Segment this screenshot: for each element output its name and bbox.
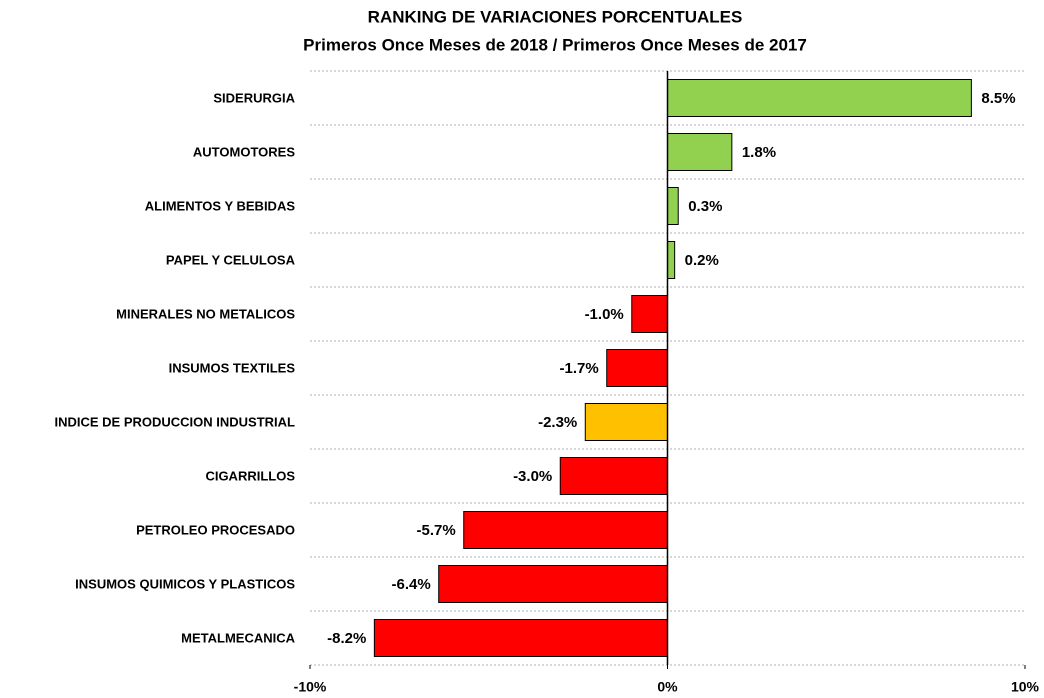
- value-label: -5.7%: [417, 522, 456, 539]
- value-label: -1.0%: [585, 306, 624, 323]
- bar: [631, 295, 668, 333]
- value-label: -2.3%: [538, 414, 577, 431]
- category-label: PAPEL Y CELULOSA: [166, 252, 296, 267]
- category-label: INDICE DE PRODUCCION INDUSTRIAL: [54, 414, 295, 429]
- x-tick-label: 0%: [657, 679, 678, 695]
- bar: [559, 457, 668, 495]
- category-label: INSUMOS QUIMICOS Y PLASTICOS: [75, 576, 295, 591]
- value-label: 0.3%: [688, 198, 722, 215]
- category-label: METALMECANICA: [181, 630, 295, 645]
- value-label: 8.5%: [981, 90, 1015, 107]
- value-label: -3.0%: [513, 468, 552, 485]
- bar: [667, 133, 733, 171]
- value-label: 0.2%: [685, 252, 719, 269]
- value-label: 1.8%: [742, 144, 776, 161]
- chart-title: RANKING DE VARIACIONES PORCENTUALES: [368, 7, 743, 26]
- category-label: ALIMENTOS Y BEBIDAS: [145, 198, 296, 213]
- category-label: SIDERURGIA: [213, 90, 295, 105]
- category-label: MINERALES NO METALICOS: [116, 306, 295, 321]
- value-label: -1.7%: [560, 360, 599, 377]
- bar: [667, 79, 972, 117]
- bar: [667, 241, 676, 279]
- bar: [463, 511, 668, 549]
- category-label: PETROLEO PROCESADO: [136, 522, 295, 537]
- x-tick-label: -10%: [294, 679, 327, 695]
- bar: [584, 403, 669, 441]
- x-tick-label: 10%: [1011, 679, 1040, 695]
- chart-subtitle: Primeros Once Meses de 2018 / Primeros O…: [303, 35, 807, 54]
- bar: [667, 187, 679, 225]
- value-label: -8.2%: [327, 630, 366, 647]
- bar: [606, 349, 668, 387]
- category-label: INSUMOS TEXTILES: [169, 360, 296, 375]
- value-label: -6.4%: [392, 576, 431, 593]
- category-label: AUTOMOTORES: [193, 144, 295, 159]
- category-label: CIGARRILLOS: [205, 468, 295, 483]
- bar: [438, 565, 669, 603]
- bar: [373, 619, 668, 657]
